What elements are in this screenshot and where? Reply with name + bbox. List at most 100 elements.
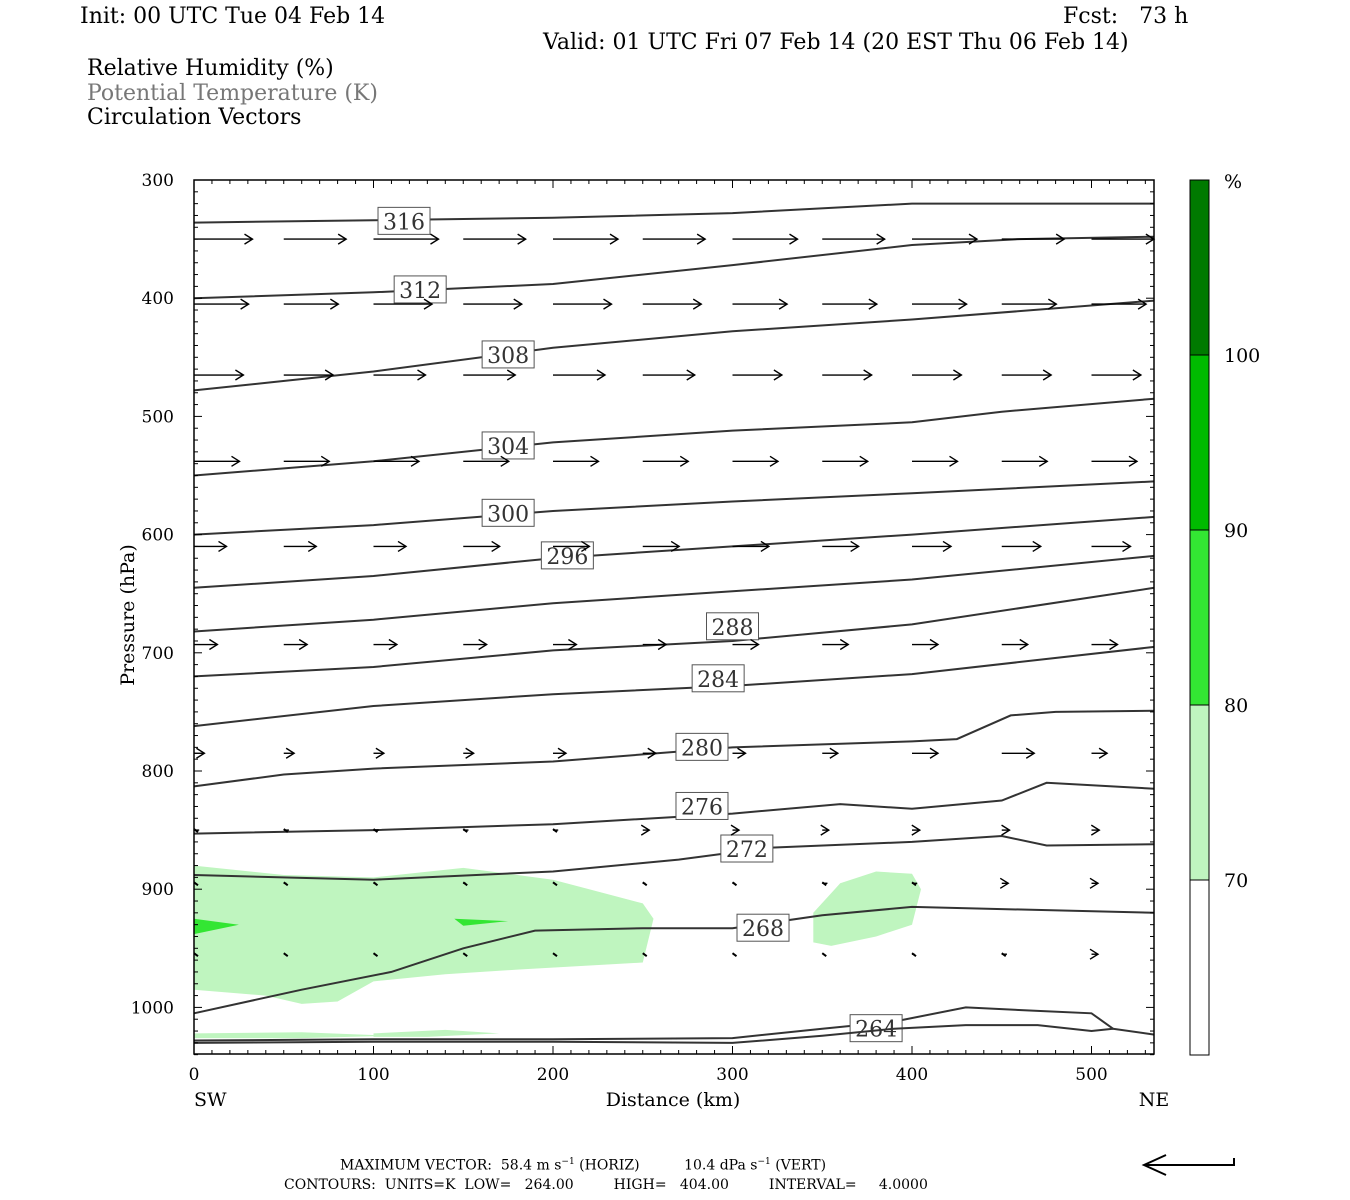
vector-head xyxy=(868,298,879,310)
contour-label-box xyxy=(706,612,759,641)
wind-vector xyxy=(912,638,940,651)
vector-head xyxy=(517,233,527,245)
wind-vector xyxy=(463,455,511,467)
wind-vector xyxy=(1091,233,1156,245)
contour-label-text: 296 xyxy=(546,545,588,570)
colorbar-tick-label: 100 xyxy=(1224,345,1260,367)
wind-vector xyxy=(1089,948,1100,960)
contour-label: 268 xyxy=(736,913,790,942)
vector-head xyxy=(196,747,206,759)
contour-label-text: 284 xyxy=(697,668,739,693)
wind-vector xyxy=(732,369,784,381)
vector-head xyxy=(283,881,289,887)
wind-vector xyxy=(373,298,434,310)
contour-label-box xyxy=(675,791,729,820)
wind-vector xyxy=(462,828,469,833)
vector-head xyxy=(640,824,651,836)
vector-head xyxy=(929,747,940,759)
wind-vector xyxy=(821,952,827,958)
wind-vector xyxy=(1091,747,1109,759)
vector-head xyxy=(692,298,703,310)
vector-head xyxy=(778,298,789,310)
wind-vector xyxy=(373,369,427,381)
contour-label-box xyxy=(675,732,729,761)
vector-head xyxy=(552,952,558,958)
contour-label-text: 280 xyxy=(681,736,723,761)
wind-vector xyxy=(822,638,850,651)
colorbar-bin xyxy=(1189,354,1210,531)
vector-head xyxy=(1098,747,1109,759)
theta-contour xyxy=(193,235,1155,300)
wind-vector xyxy=(642,638,668,651)
vector-head xyxy=(968,233,979,245)
wind-vector xyxy=(822,747,840,759)
vector-head xyxy=(829,747,840,759)
wind-vector xyxy=(283,369,335,381)
wind-vector xyxy=(731,952,738,958)
colorbar-bin xyxy=(1189,179,1210,356)
wind-vector xyxy=(373,638,399,651)
wind-vector xyxy=(462,881,468,887)
wind-vector xyxy=(912,298,968,310)
y-tick-label: 400 xyxy=(142,289,174,309)
reference-vector-layer xyxy=(1141,1154,1235,1176)
theta-contour xyxy=(193,781,1155,835)
vector-head xyxy=(1089,877,1100,889)
x-tick-label: 300 xyxy=(716,1065,748,1085)
vector-head xyxy=(1132,369,1143,381)
vector-head xyxy=(821,952,827,958)
vector-head xyxy=(590,455,600,467)
wind-vector xyxy=(1091,455,1139,467)
vector-head xyxy=(372,828,379,833)
wind-vector xyxy=(283,952,289,958)
vector-head xyxy=(958,298,968,310)
wind-vector xyxy=(731,881,738,887)
vector-head xyxy=(462,881,468,887)
theta-contour xyxy=(193,586,1155,678)
x-tick-label: 200 xyxy=(537,1065,569,1085)
max-vector-text: MAXIMUM VECTOR: 58.4 m s−1 (HORIZ) 10.4 … xyxy=(340,1157,827,1174)
wind-vector xyxy=(462,952,468,958)
contour-label: 280 xyxy=(675,732,729,761)
y-tick-label: 800 xyxy=(142,762,174,782)
wind-vector xyxy=(999,877,1010,889)
vector-head xyxy=(850,540,860,553)
contour-label-text: 300 xyxy=(487,502,529,527)
vector-head xyxy=(298,638,309,651)
vector-head xyxy=(820,824,831,836)
vector-head xyxy=(769,455,780,467)
vector-head xyxy=(552,828,558,833)
x-tick-label: 400 xyxy=(896,1065,928,1085)
vector-head xyxy=(235,369,245,381)
rh-region xyxy=(373,1029,500,1037)
wind-vector xyxy=(463,233,527,245)
theta-contour xyxy=(193,645,1155,728)
vector-head xyxy=(218,540,228,553)
vector-head xyxy=(324,369,335,381)
theta-contour xyxy=(193,480,1155,536)
vector-head xyxy=(731,952,738,958)
contour-label: 312 xyxy=(393,275,447,304)
vector-head xyxy=(320,455,331,467)
rh-region xyxy=(194,1032,392,1039)
vector-head xyxy=(760,540,771,553)
vector-head xyxy=(1128,455,1139,467)
wind-vector xyxy=(283,455,331,467)
x-tick-label: 100 xyxy=(357,1065,389,1085)
y-axis-label: Pressure (hPa) xyxy=(117,544,139,686)
rh-fill-layer xyxy=(194,865,921,1039)
vector-head xyxy=(552,881,558,887)
wind-vector xyxy=(822,540,860,553)
wind-vector xyxy=(912,540,953,553)
x-tick-label: 0 xyxy=(189,1065,200,1085)
contour-label-box xyxy=(393,275,447,304)
rh-region xyxy=(194,918,239,935)
contour-label-box xyxy=(691,664,745,693)
wind-vector xyxy=(194,455,241,467)
wind-vector xyxy=(372,952,379,958)
contour-label: 308 xyxy=(481,340,535,369)
vector-head xyxy=(285,747,296,759)
wind-vector xyxy=(194,298,250,310)
wind-vector xyxy=(373,540,408,553)
